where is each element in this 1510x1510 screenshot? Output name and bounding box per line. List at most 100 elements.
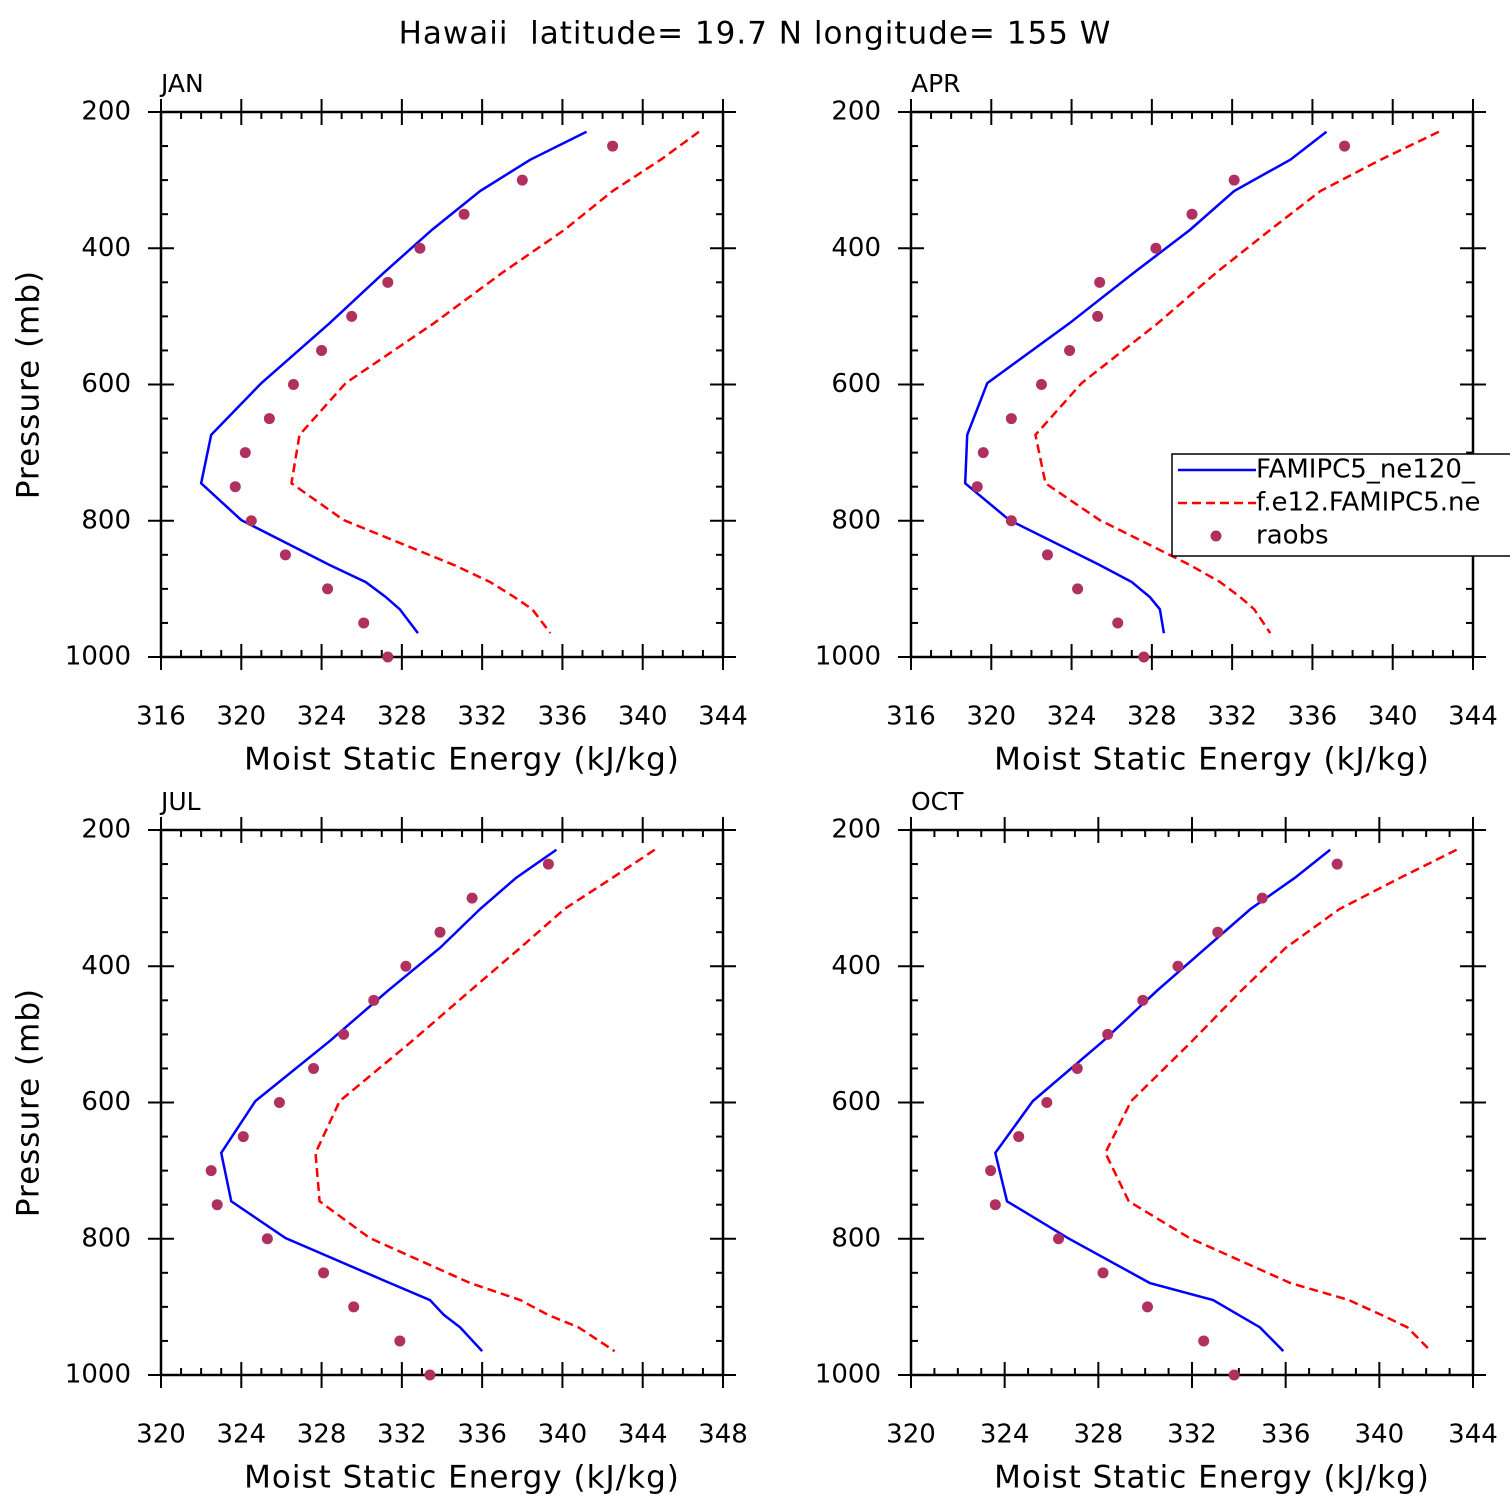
y-tick-label: 600 — [831, 1087, 881, 1117]
y-axis-label: Pressure (mb) — [11, 270, 47, 499]
x-tick-label: 320 — [966, 702, 1016, 732]
obs-point — [1092, 310, 1104, 322]
y-tick-label: 200 — [831, 815, 881, 845]
y-tick-label: 800 — [831, 1223, 881, 1253]
obs-point — [245, 515, 257, 527]
x-tick-label: 336 — [1261, 1420, 1311, 1450]
x-tick-label: 328 — [1074, 1420, 1124, 1450]
x-tick-label: 324 — [216, 1420, 266, 1450]
legend-label: FAMIPC5_ne120_ — [1256, 455, 1476, 485]
obs-point — [205, 1165, 217, 1177]
panel-title: APR — [911, 69, 961, 98]
x-tick-label: 332 — [1207, 702, 1257, 732]
obs-point — [1228, 1369, 1240, 1381]
y-tick-label: 400 — [81, 951, 131, 981]
obs-point — [308, 1062, 320, 1074]
plot-frame — [909, 828, 1475, 1377]
obs-point — [1112, 617, 1124, 629]
y-tick-label: 1000 — [65, 1360, 131, 1390]
obs-point — [985, 1165, 997, 1177]
obs-point — [1102, 1028, 1114, 1040]
obs-point — [287, 379, 299, 390]
obs-point — [382, 651, 394, 663]
y-tick-label: 400 — [81, 233, 131, 263]
obs-point — [1005, 413, 1017, 425]
legend-label: f.e12.FAMIPC5.ne — [1256, 488, 1480, 518]
obs-point — [1097, 1267, 1109, 1279]
legend-marker — [1210, 530, 1222, 542]
plot-frame — [159, 828, 725, 1377]
x-tick-label: 348 — [698, 1420, 748, 1450]
obs-point — [1035, 379, 1047, 390]
y-tick-label: 600 — [81, 369, 131, 399]
x-tick-label: 324 — [1047, 702, 1097, 732]
obs-point — [1339, 140, 1351, 152]
x-tick-label: 340 — [1368, 702, 1418, 732]
obs-point — [1150, 242, 1162, 254]
x-tick-label: 336 — [1288, 702, 1338, 732]
figure-title: Hawaii latitude= 19.7 N longitude= 155 W — [399, 16, 1112, 52]
x-tick-label: 340 — [538, 1420, 588, 1450]
x-tick-label: 316 — [886, 702, 936, 732]
obs-point — [261, 1233, 273, 1245]
obs-point — [1172, 960, 1184, 972]
y-tick-label: 400 — [831, 951, 881, 981]
obs-point — [318, 1267, 330, 1279]
obs-point — [542, 858, 554, 870]
y-tick-label: 1000 — [815, 1360, 881, 1390]
panel-title: JUL — [159, 787, 201, 816]
profile-line — [314, 848, 656, 1353]
x-tick-label: 344 — [1448, 1420, 1498, 1450]
obs-point — [348, 1301, 360, 1313]
x-tick-label: 320 — [886, 1420, 936, 1450]
y-tick-label: 600 — [81, 1087, 131, 1117]
x-tick-label: 344 — [1448, 702, 1498, 732]
obs-point — [1256, 892, 1268, 904]
y-tick-label: 200 — [81, 97, 131, 127]
x-tick-label: 324 — [980, 1420, 1030, 1450]
obs-point — [1186, 208, 1198, 220]
panel-title: OCT — [911, 787, 964, 816]
obs-point — [607, 140, 619, 152]
obs-point — [1041, 549, 1053, 561]
x-tick-label: 328 — [377, 702, 427, 732]
profile-line — [290, 130, 700, 634]
obs-point — [1094, 276, 1106, 288]
profile-line — [1103, 848, 1458, 1353]
obs-point — [414, 242, 426, 254]
x-tick-label: 320 — [216, 702, 266, 732]
y-tick-label: 200 — [831, 97, 881, 127]
obs-point — [1228, 174, 1240, 186]
obs-point — [211, 1199, 223, 1211]
obs-point — [239, 447, 251, 459]
y-tick-label: 1000 — [65, 642, 131, 672]
x-tick-label: 316 — [136, 702, 186, 732]
y-tick-label: 600 — [831, 369, 881, 399]
obs-point — [434, 926, 446, 938]
obs-point — [322, 583, 334, 595]
y-tick-label: 800 — [81, 1223, 131, 1253]
profile-line — [199, 130, 588, 634]
obs-point — [1137, 994, 1149, 1006]
profile-line — [963, 130, 1328, 634]
x-tick-label: 336 — [457, 1420, 507, 1450]
profile-line — [219, 848, 558, 1353]
x-tick-label: 328 — [1127, 702, 1177, 732]
x-tick-label: 332 — [377, 1420, 427, 1450]
x-tick-label: 344 — [698, 702, 748, 732]
x-axis-label: Moist Static Energy (kJ/kg) — [244, 742, 680, 778]
obs-point — [1053, 1233, 1065, 1245]
obs-point — [346, 310, 358, 322]
x-tick-label: 328 — [297, 1420, 347, 1450]
obs-point — [1138, 651, 1150, 663]
obs-point — [279, 549, 291, 561]
obs-point — [400, 960, 412, 972]
obs-point — [1064, 344, 1076, 356]
obs-point — [338, 1028, 350, 1040]
y-tick-label: 800 — [831, 505, 881, 535]
x-tick-label: 344 — [618, 1420, 668, 1450]
y-tick-label: 800 — [81, 505, 131, 535]
obs-point — [1071, 1062, 1083, 1074]
y-axis-label: Pressure (mb) — [11, 988, 47, 1217]
